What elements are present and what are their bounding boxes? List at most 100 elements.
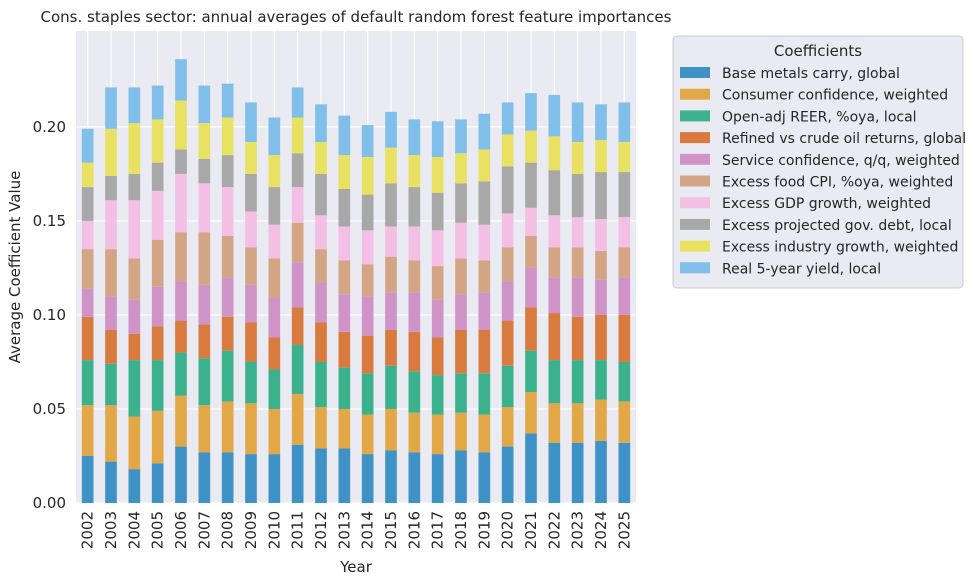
bar-segment	[105, 329, 117, 364]
legend-label: Open-adj REER, %oya, local	[722, 109, 917, 125]
bar-segment	[455, 294, 467, 330]
bar-segment	[618, 314, 631, 362]
x-tick-label: 2024	[592, 511, 610, 549]
bar-stack-2020	[501, 102, 514, 503]
bar-stack-2004	[128, 87, 141, 503]
bar-stack-2010	[268, 117, 281, 503]
bar-segment	[291, 345, 304, 394]
x-tick-label: 2005	[149, 511, 167, 549]
bar-segment	[221, 155, 234, 188]
legend-item: Service confidence, q/q, weighted	[680, 153, 960, 169]
bar-segment	[618, 172, 631, 218]
bar-segment	[151, 360, 164, 411]
bar-segment	[571, 217, 584, 248]
bar-segment	[455, 373, 467, 413]
bar-segment	[315, 361, 327, 408]
bar-segment	[455, 222, 467, 259]
legend-item: Consumer confidence, weighted	[680, 88, 948, 104]
bar-segment	[105, 405, 117, 462]
bar-segment	[268, 155, 281, 188]
bar-segment	[198, 183, 211, 233]
legend-label: Service confidence, q/q, weighted	[722, 153, 960, 169]
bar-segment	[525, 392, 537, 434]
y-tick-label: 0.20	[33, 118, 66, 136]
legend-swatch	[680, 175, 710, 187]
bar-segment	[618, 361, 631, 402]
bar-segment	[151, 162, 164, 191]
bar-segment	[361, 454, 374, 503]
bar-segment	[478, 260, 491, 293]
bar-stack-2009	[245, 102, 257, 503]
bar-segment	[525, 235, 537, 268]
bar-segment	[548, 403, 561, 443]
bar-segment	[385, 183, 397, 227]
x-tick-label: 2023	[569, 511, 587, 549]
bar-segment	[571, 403, 584, 443]
bar-segment	[338, 294, 351, 332]
bar-segment	[315, 322, 327, 362]
bar-stack-2008	[221, 83, 234, 503]
bar-segment	[198, 123, 211, 159]
bar-segment	[128, 87, 141, 124]
bar-segment	[221, 187, 234, 236]
bar-segment	[618, 141, 631, 173]
bar-segment	[361, 296, 374, 336]
bar-segment	[245, 247, 257, 285]
bar-segment	[501, 320, 514, 366]
bar-segment	[245, 322, 257, 362]
legend-item: Base metals carry, global	[680, 66, 900, 82]
bar-segment	[595, 104, 607, 141]
bar-segment	[315, 173, 327, 216]
bar-segment	[128, 258, 141, 300]
y-tick-label: 0.15	[33, 212, 66, 230]
bar-stack-2018	[455, 119, 467, 503]
bar-segment	[571, 102, 584, 142]
bar-segment	[175, 352, 187, 396]
bar-segment	[105, 128, 117, 176]
bar-segment	[361, 125, 374, 157]
bar-segment	[128, 200, 141, 259]
bar-segment	[221, 350, 234, 402]
bar-segment	[338, 115, 351, 156]
bar-stack-2025	[618, 102, 631, 503]
bar-segment	[548, 94, 561, 137]
bar-segment	[315, 249, 327, 283]
bar-segment	[431, 156, 444, 193]
bar-segment	[385, 147, 397, 184]
bar-stack-2007	[198, 85, 211, 503]
bar-segment	[548, 442, 561, 503]
bar-segment	[315, 448, 327, 503]
bar-segment	[338, 408, 351, 449]
legend-swatch	[680, 153, 710, 165]
x-tick-label: 2009	[242, 511, 260, 549]
bar-segment	[315, 407, 327, 449]
legend-swatch	[680, 67, 710, 78]
legend-swatch	[680, 110, 710, 122]
bar-stack-2022	[548, 94, 561, 503]
legend-label: Consumer confidence, weighted	[722, 88, 948, 104]
bars-layer	[81, 59, 631, 503]
bar-segment	[385, 450, 397, 503]
legend-label: Refined vs crude oil returns, global	[722, 131, 966, 147]
bar-segment	[408, 260, 421, 293]
bar-segment	[431, 230, 444, 267]
bar-segment	[175, 59, 187, 101]
bar-segment	[408, 452, 421, 503]
x-tick-label: 2008	[219, 511, 237, 549]
legend: Coefficients Base metals carry, global Co…	[672, 35, 966, 289]
x-tick-label: 2007	[195, 511, 213, 549]
bar-stack-2021	[525, 93, 537, 503]
bar-segment	[408, 331, 421, 372]
bar-segment	[315, 141, 327, 174]
bar-segment	[595, 219, 607, 252]
bar-segment	[571, 173, 584, 218]
bar-segment	[431, 192, 444, 231]
bar-segment	[525, 130, 537, 163]
bar-segment	[151, 286, 164, 327]
bar-segment	[431, 121, 444, 157]
bar-segment	[525, 350, 537, 393]
bar-segment	[151, 85, 164, 120]
legend-swatch	[680, 197, 710, 209]
bar-segment	[198, 85, 211, 124]
bar-segment	[525, 207, 537, 236]
